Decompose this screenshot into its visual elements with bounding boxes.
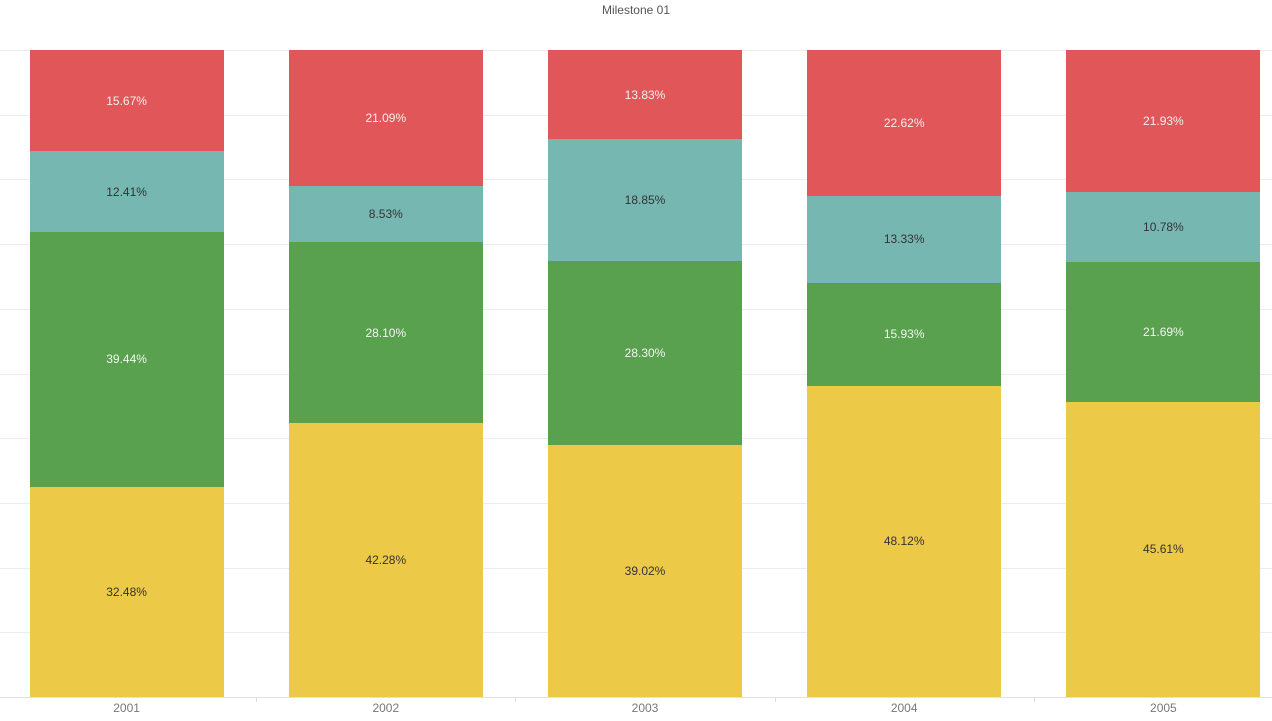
segment-value-label: 15.67% (106, 93, 147, 108)
segment-value-label: 32.48% (106, 584, 147, 599)
x-axis-tick (256, 697, 258, 702)
chart-title: Milestone 01 (601, 3, 671, 17)
bar-segment-green-2004[interactable]: 15.93% (807, 282, 1002, 386)
bar-segment-green-2005[interactable]: 21.69% (1066, 261, 1261, 402)
bar-segment-green-2003[interactable]: 28.30% (548, 261, 742, 445)
x-axis-tick (1033, 697, 1035, 702)
segment-value-label: 39.44% (106, 352, 147, 367)
segment-value-label: 21.69% (1143, 324, 1184, 339)
bar-segment-teal-2005[interactable]: 10.78% (1066, 191, 1261, 262)
bar-segment-teal-2001[interactable]: 12.41% (29, 151, 224, 232)
bar-2005: 21.93% 10.78% 21.69% 45.61% (1066, 50, 1261, 697)
segment-value-label: 21.93% (1143, 113, 1184, 128)
x-axis-tick (515, 697, 517, 702)
bar-segment-red-2004[interactable]: 22.62% (807, 50, 1002, 197)
bar-segment-red-2001[interactable]: 15.67% (29, 50, 224, 152)
bar-segment-green-2002[interactable]: 28.10% (288, 241, 483, 424)
bar-segment-yellow-2004[interactable]: 48.12% (807, 385, 1002, 697)
x-axis: 2001 2002 2003 2004 2005 (0, 697, 1272, 721)
segment-value-label: 21.09% (365, 111, 407, 126)
segment-value-label: 39.02% (624, 563, 666, 578)
x-axis-label-2004: 2004 (890, 701, 918, 715)
segment-value-label: 28.30% (624, 345, 666, 360)
bar-segment-red-2005[interactable]: 21.93% (1066, 50, 1261, 192)
segment-value-label: 48.12% (883, 534, 925, 549)
x-axis-label-2005: 2005 (1150, 701, 1177, 715)
x-axis-label-2003: 2003 (631, 701, 659, 715)
x-axis-label-2001: 2001 (113, 701, 140, 715)
segment-value-label: 42.28% (365, 553, 407, 568)
bar-segment-green-2001[interactable]: 39.44% (29, 231, 224, 487)
bar-segment-red-2002[interactable]: 21.09% (288, 50, 483, 187)
segment-value-label: 15.93% (883, 327, 925, 342)
bar-segment-yellow-2001[interactable]: 32.48% (29, 486, 224, 697)
bar-segment-teal-2003[interactable]: 18.85% (548, 139, 742, 262)
segment-value-label: 10.78% (1143, 219, 1184, 234)
bar-segment-teal-2004[interactable]: 13.33% (807, 196, 1002, 283)
bar-segment-yellow-2002[interactable]: 42.28% (288, 423, 483, 697)
bar-2004: 22.62% 13.33% 15.93% 48.12% (807, 50, 1002, 697)
bar-segment-yellow-2005[interactable]: 45.61% (1066, 401, 1261, 697)
segment-value-label: 13.33% (883, 232, 925, 247)
bar-segment-yellow-2003[interactable]: 39.02% (548, 444, 742, 697)
x-axis-label-2002: 2002 (372, 701, 400, 715)
segment-value-label: 12.41% (106, 184, 147, 199)
segment-value-label: 45.61% (1143, 542, 1184, 557)
segment-value-label: 28.10% (365, 325, 407, 340)
segment-value-label: 22.62% (883, 116, 925, 131)
x-axis-line (0, 697, 1272, 698)
segment-value-label: 18.85% (624, 193, 666, 208)
bar-2003: 13.83% 18.85% 28.30% 39.02% (548, 50, 742, 697)
bar-2002: 21.09% 8.53% 28.10% 42.28% (288, 50, 483, 697)
x-axis-tick (774, 697, 776, 702)
plot-area: 15.67% 12.41% 39.44% 32.48% 21.09% 8.53% 28.10… (0, 50, 1272, 697)
bar-2001: 15.67% 12.41% 39.44% 32.48% (29, 50, 224, 697)
segment-value-label: 8.53% (368, 207, 403, 222)
bar-segment-red-2003[interactable]: 13.83% (548, 50, 742, 140)
bar-segment-teal-2002[interactable]: 8.53% (288, 186, 483, 242)
segment-value-label: 13.83% (624, 87, 666, 102)
